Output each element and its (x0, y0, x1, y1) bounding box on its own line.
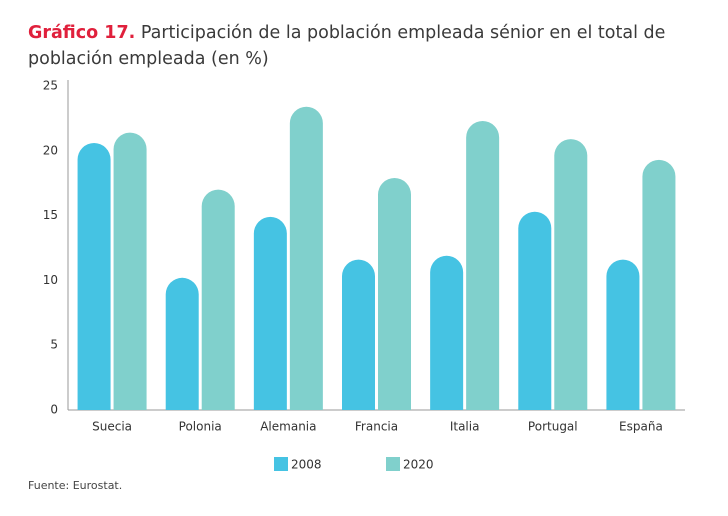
bar (165, 277, 199, 410)
title-text: Participación de la población empleada s… (28, 23, 666, 69)
bar (606, 259, 640, 410)
x-tick-label: Alemania (260, 420, 316, 434)
bar (466, 120, 500, 410)
y-tick-label: 10 (43, 273, 58, 287)
y-tick-label: 20 (43, 143, 58, 157)
bar (518, 211, 552, 410)
bar (201, 189, 235, 410)
bar (554, 139, 588, 410)
bar (342, 259, 376, 410)
bar (113, 132, 147, 410)
legend-label: 2008 (291, 458, 322, 472)
legend-label: 2020 (403, 458, 434, 472)
bar (378, 178, 411, 410)
y-tick-label: 15 (43, 208, 58, 222)
y-tick-label: 5 (50, 338, 58, 352)
chart-title: Gráfico 17. Participación de la població… (28, 20, 708, 72)
bar (642, 159, 676, 410)
x-tick-label: Francia (355, 420, 398, 434)
bar (253, 216, 287, 410)
x-tick-label: España (619, 420, 663, 434)
source-note: Fuente: Eurostat. (28, 479, 123, 492)
bar (430, 255, 464, 410)
bar (289, 106, 323, 411)
y-tick-label: 25 (43, 79, 58, 93)
x-tick-label: Suecia (92, 420, 132, 434)
x-tick-label: Portugal (528, 420, 578, 434)
x-tick-label: Italia (450, 420, 480, 434)
legend-swatch (386, 457, 400, 471)
bar (77, 143, 111, 411)
y-tick-label: 0 (50, 403, 58, 417)
title-prefix: Gráfico 17. (28, 23, 136, 43)
legend-swatch (274, 457, 288, 471)
x-tick-label: Polonia (179, 420, 222, 434)
